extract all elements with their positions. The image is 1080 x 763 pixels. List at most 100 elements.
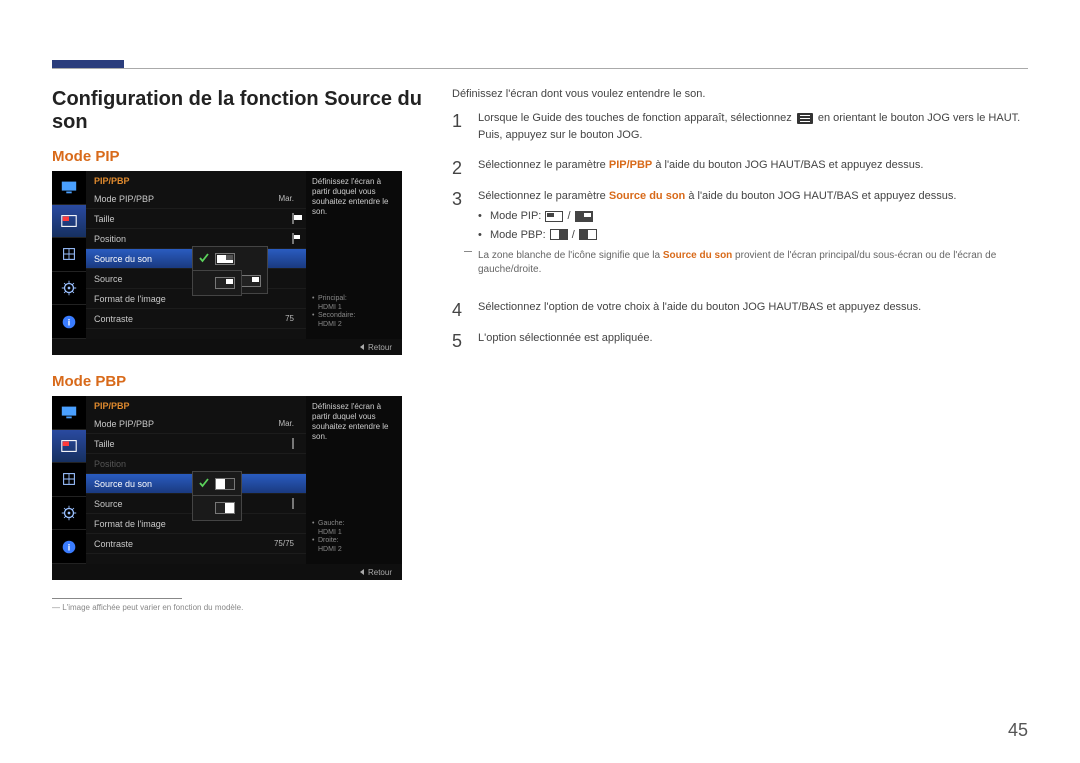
row-taille-value — [292, 439, 294, 448]
option-pbp-right[interactable] — [215, 502, 235, 514]
row-taille-label: Taille — [94, 214, 292, 224]
top-rule — [52, 68, 1028, 69]
osd-retour[interactable]: Retour — [368, 343, 392, 352]
info-principal-value: HDMI 1 — [318, 304, 342, 311]
osd-pip: i PIP/PBP Mode PIP/PBPMar. Taille Positi… — [52, 171, 402, 355]
popup-pip-options-2 — [192, 270, 242, 296]
step3-text-a: Sélectionnez le paramètre — [478, 190, 609, 202]
subnote: La zone blanche de l'icône signifie que … — [478, 249, 1028, 277]
chip-pbp-right — [579, 229, 597, 240]
osd-info-list: Principal:HDMI 1 Secondaire:HDMI 2 — [312, 295, 355, 329]
heading-mode-pbp: Mode PBP — [52, 373, 422, 390]
step4-text: Sélectionnez l'option de votre choix à l… — [478, 301, 921, 313]
osd-description: Définissez l'écran à partir duquel vous … — [312, 177, 396, 217]
step2-text-b: à l'aide du bouton JOG HAUT/BAS et appuy… — [652, 159, 923, 171]
nav-system-icon[interactable] — [52, 497, 86, 531]
row-mode-label: Mode PIP/PBP — [94, 419, 278, 429]
nav-picture-icon[interactable] — [52, 171, 86, 205]
footnote-rule — [52, 598, 182, 599]
bullet-mode-pbp: Mode PBP: / — [478, 227, 1028, 244]
popup-pbp-options — [192, 471, 242, 497]
osd-footer: Retour — [52, 564, 402, 580]
osd-description: Définissez l'écran à partir duquel vous … — [312, 402, 396, 442]
nav-picture-icon[interactable] — [52, 396, 86, 430]
row-mode-value: Mar. — [278, 194, 294, 203]
info-droite-value: HDMI 2 — [318, 546, 342, 553]
row-taille[interactable]: Taille — [86, 434, 306, 454]
nav-info-icon[interactable]: i — [52, 530, 86, 564]
osd-description-panel: Définissez l'écran à partir duquel vous … — [306, 396, 402, 564]
step5-text: L'option sélectionnée est appliquée. — [478, 332, 653, 344]
info-droite-label: Droite: — [318, 537, 339, 544]
step-2: 2 Sélectionnez le paramètre PIP/PBP à l'… — [452, 157, 1028, 188]
chip-pip-sub — [575, 211, 593, 222]
nav-pip-icon[interactable] — [52, 430, 86, 464]
row-source-value — [292, 499, 294, 508]
step2-highlight: PIP/PBP — [609, 159, 652, 171]
osd-footer: Retour — [52, 339, 402, 355]
osd-pbp: i PIP/PBP Mode PIP/PBPMar. Taille Positi… — [52, 396, 402, 580]
step3-text-b: à l'aide du bouton JOG HAUT/BAS et appuy… — [685, 190, 956, 202]
step1-text-a: Lorsque le Guide des touches de fonction… — [478, 112, 795, 124]
row-mode-label: Mode PIP/PBP — [94, 194, 278, 204]
row-taille[interactable]: Taille — [86, 209, 306, 229]
info-secondaire-label: Secondaire: — [318, 312, 355, 319]
chip-pbp-left — [550, 229, 568, 240]
nav-info-icon[interactable]: i — [52, 305, 86, 339]
row-taille-value — [292, 214, 294, 223]
page-title: Configuration de la fonction Source du s… — [52, 88, 422, 134]
osd-icon-column: i — [52, 171, 86, 339]
step-3: 3 Sélectionnez le paramètre Source du so… — [452, 188, 1028, 300]
info-secondaire-value: HDMI 2 — [318, 321, 342, 328]
option-pip-main[interactable] — [215, 253, 235, 265]
osd-title: PIP/PBP — [86, 171, 306, 189]
svg-text:i: i — [68, 542, 71, 552]
option-pip-sub2[interactable] — [215, 277, 235, 289]
step-1: 1 Lorsque le Guide des touches de foncti… — [452, 110, 1028, 157]
row-contraste[interactable]: Contraste75/75 — [86, 534, 306, 554]
row-contraste-label: Contraste — [94, 539, 274, 549]
row-mode[interactable]: Mode PIP/PBPMar. — [86, 189, 306, 209]
row-position-label: Position — [94, 459, 294, 469]
mode-bullets: Mode PIP: / Mode PBP: / — [478, 208, 1028, 243]
osd-info-list: Gauche: HDMI 1 Droite: HDMI 2 — [312, 520, 344, 554]
left-column: Configuration de la fonction Source du s… — [52, 88, 422, 723]
nav-settings-icon[interactable] — [52, 238, 86, 272]
option-pip-sub[interactable] — [241, 275, 261, 287]
row-position-value — [292, 234, 294, 243]
nav-system-icon[interactable] — [52, 272, 86, 306]
steps-list: 1 Lorsque le Guide des touches de foncti… — [452, 110, 1028, 360]
top-accent — [52, 60, 124, 68]
row-contraste-value: 75 — [285, 314, 294, 323]
osd-retour[interactable]: Retour — [368, 568, 392, 577]
option-pbp-left[interactable] — [215, 478, 235, 490]
row-contraste-value: 75/75 — [274, 539, 294, 548]
heading-mode-pip: Mode PIP — [52, 148, 422, 165]
right-column: Définissez l'écran dont vous voulez ente… — [452, 88, 1028, 723]
row-contraste[interactable]: Contraste75 — [86, 309, 306, 329]
osd-title: PIP/PBP — [86, 396, 306, 414]
page-content: Configuration de la fonction Source du s… — [52, 88, 1028, 723]
page-number: 45 — [1008, 720, 1028, 741]
info-gauche-value: HDMI 1 — [318, 529, 342, 536]
svg-text:i: i — [68, 317, 71, 327]
row-mode-value: Mar. — [278, 419, 294, 428]
check-icon — [199, 253, 209, 263]
nav-pip-icon[interactable] — [52, 205, 86, 239]
step-4: 4Sélectionnez l'option de votre choix à … — [452, 299, 1028, 330]
menu-icon — [797, 113, 813, 124]
row-position-label: Position — [94, 234, 292, 244]
row-contraste-label: Contraste — [94, 314, 285, 324]
step2-text-a: Sélectionnez le paramètre — [478, 159, 609, 171]
bullet-mode-pip: Mode PIP: / — [478, 208, 1028, 225]
info-gauche-label: Gauche: — [318, 520, 344, 527]
check-icon — [199, 478, 209, 488]
step3-highlight: Source du son — [609, 190, 685, 202]
footnote: ― L'image affichée peut varier en foncti… — [52, 603, 422, 612]
step-5: 5L'option sélectionnée est appliquée. — [452, 330, 1028, 361]
row-mode[interactable]: Mode PIP/PBPMar. — [86, 414, 306, 434]
osd-description-panel: Définissez l'écran à partir duquel vous … — [306, 171, 402, 339]
chip-pip-main — [545, 211, 563, 222]
nav-settings-icon[interactable] — [52, 463, 86, 497]
intro-text: Définissez l'écran dont vous voulez ente… — [452, 88, 1028, 100]
